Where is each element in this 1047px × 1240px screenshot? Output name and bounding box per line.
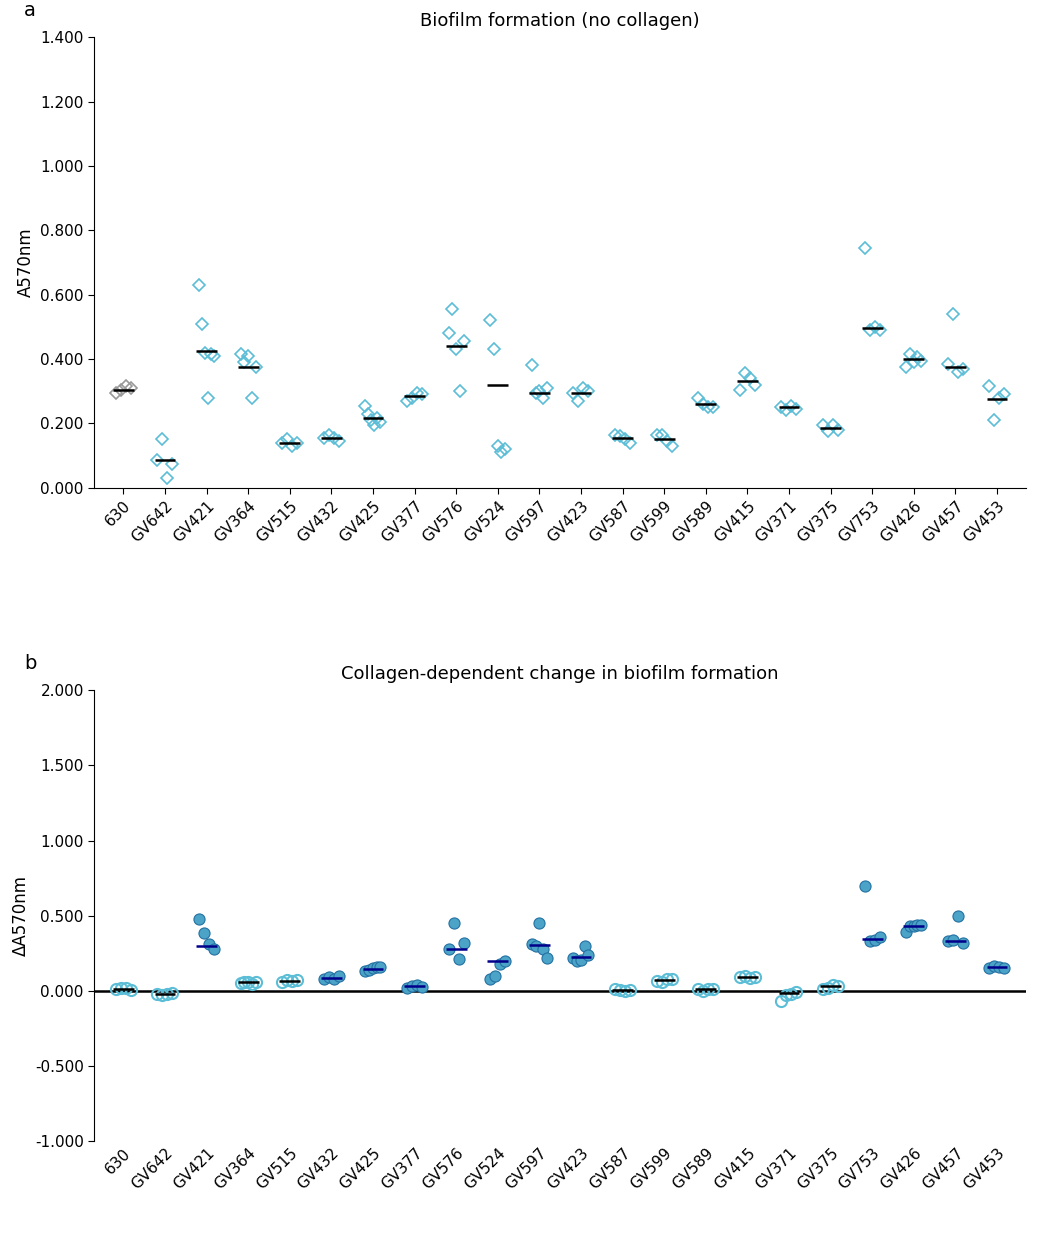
Title: Biofilm formation (no collagen): Biofilm formation (no collagen)	[420, 12, 700, 30]
Title: Collagen-dependent change in biofilm formation: Collagen-dependent change in biofilm for…	[341, 665, 779, 683]
Text: b: b	[24, 655, 37, 673]
Text: a: a	[24, 1, 37, 20]
Y-axis label: A570nm: A570nm	[17, 228, 35, 298]
Y-axis label: ΔA570nm: ΔA570nm	[12, 875, 29, 956]
